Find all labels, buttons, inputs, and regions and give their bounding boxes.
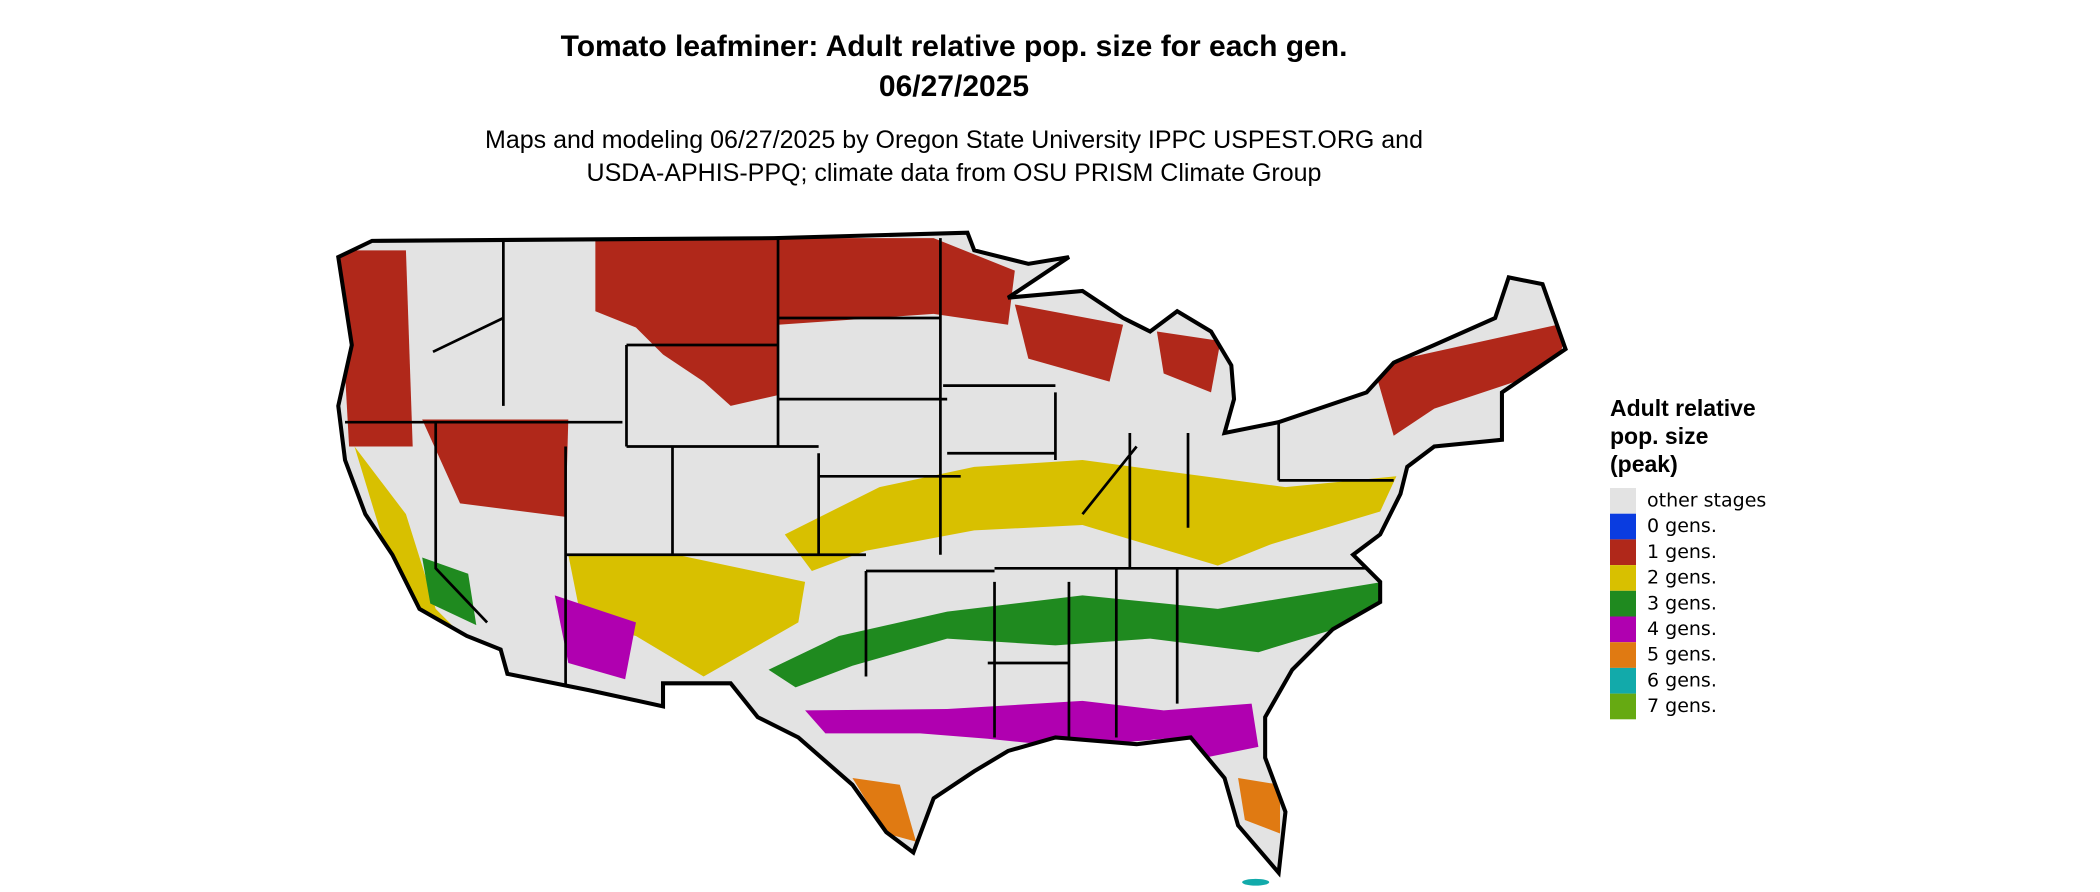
legend-title: Adult relative bbox=[1610, 395, 1756, 421]
title: Tomato leafminer: Adult relative pop. si… bbox=[561, 30, 1348, 63]
region bbox=[784, 460, 1397, 572]
title-date: 06/27/2025 bbox=[879, 70, 1029, 103]
legend-swatch bbox=[1610, 616, 1636, 643]
legend-label: 5 gens. bbox=[1647, 644, 1717, 666]
region bbox=[1242, 878, 1270, 886]
legend-swatch bbox=[1610, 642, 1636, 668]
region bbox=[354, 446, 477, 666]
map-regions bbox=[338, 238, 1566, 842]
legend: other stages 0 gens. 1 gens. 2 gens. 3 gens.… bbox=[1610, 488, 1766, 720]
region bbox=[1238, 778, 1281, 834]
region bbox=[1373, 322, 1566, 436]
region bbox=[422, 419, 569, 517]
map bbox=[338, 233, 1569, 886]
legend-swatch bbox=[1610, 539, 1636, 566]
legend-label: 0 gens. bbox=[1647, 515, 1717, 537]
legend-title: pop. size bbox=[1610, 423, 1708, 449]
region bbox=[554, 595, 636, 680]
region bbox=[568, 554, 806, 677]
region bbox=[595, 238, 1015, 406]
legend-label: 3 gens. bbox=[1647, 592, 1717, 614]
region bbox=[422, 557, 477, 626]
legend-label: 2 gens. bbox=[1647, 567, 1717, 589]
legend-swatch bbox=[1610, 565, 1636, 591]
legend-swatch bbox=[1610, 590, 1636, 617]
us-land bbox=[338, 232, 1566, 873]
legend-swatch bbox=[1610, 488, 1636, 514]
legend-label: other stages bbox=[1647, 490, 1766, 512]
region bbox=[768, 581, 1383, 688]
legend-swatch bbox=[1610, 513, 1636, 540]
state-lines bbox=[345, 238, 1394, 738]
region bbox=[1156, 331, 1221, 393]
legend-label: 6 gens. bbox=[1647, 669, 1717, 691]
region bbox=[805, 700, 1259, 761]
region bbox=[1014, 304, 1124, 382]
legend-label: 4 gens. bbox=[1647, 618, 1717, 640]
region bbox=[338, 250, 413, 447]
subtitle: Maps and modeling 06/27/2025 by Oregon S… bbox=[485, 126, 1423, 154]
subtitle: USDA-APHIS-PPQ; climate data from OSU PR… bbox=[587, 159, 1322, 187]
legend-label: 1 gens. bbox=[1647, 541, 1717, 563]
legend-title: (peak) bbox=[1610, 451, 1678, 477]
legend-label: 7 gens. bbox=[1647, 695, 1717, 717]
region bbox=[852, 778, 917, 842]
legend-swatch bbox=[1610, 693, 1636, 720]
legend-swatch bbox=[1610, 667, 1636, 694]
